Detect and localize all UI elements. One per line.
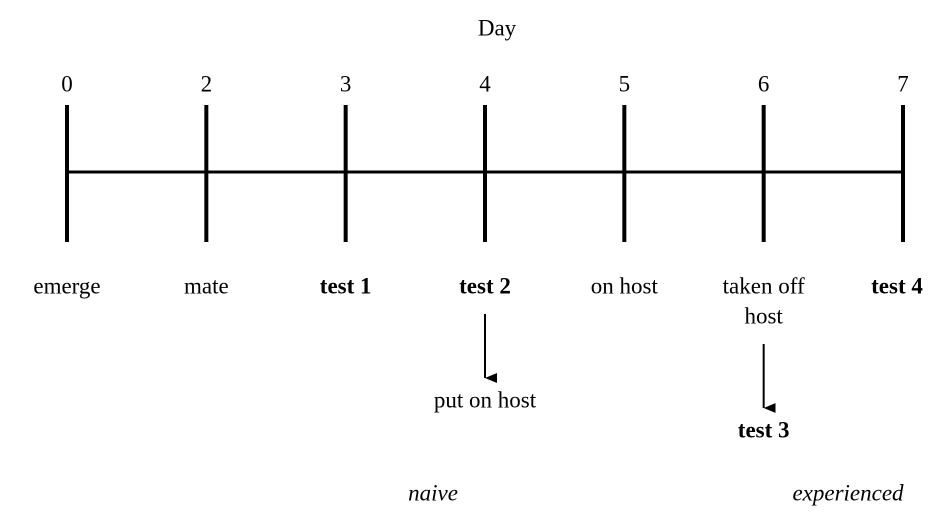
event-label: taken off: [723, 273, 805, 298]
event-label: emerge: [33, 273, 100, 298]
event-label: host: [744, 303, 783, 328]
event-label: test 4: [871, 273, 923, 298]
axis-title: Day: [478, 15, 517, 40]
arrow-label: put on host: [434, 387, 537, 412]
phase-label: experienced: [792, 480, 904, 505]
day-number: 3: [340, 71, 352, 96]
day-number: 7: [897, 71, 909, 96]
day-number: 6: [758, 71, 770, 96]
day-number: 2: [201, 71, 213, 96]
event-label: test 2: [459, 273, 511, 298]
event-label: on host: [591, 273, 659, 298]
event-label: mate: [184, 273, 229, 298]
day-number: 5: [619, 71, 631, 96]
phase-label: naive: [408, 480, 458, 505]
arrow-label: test 3: [738, 417, 790, 442]
day-number: 4: [479, 71, 491, 96]
day-number: 0: [61, 71, 73, 96]
event-label: test 1: [320, 273, 372, 298]
